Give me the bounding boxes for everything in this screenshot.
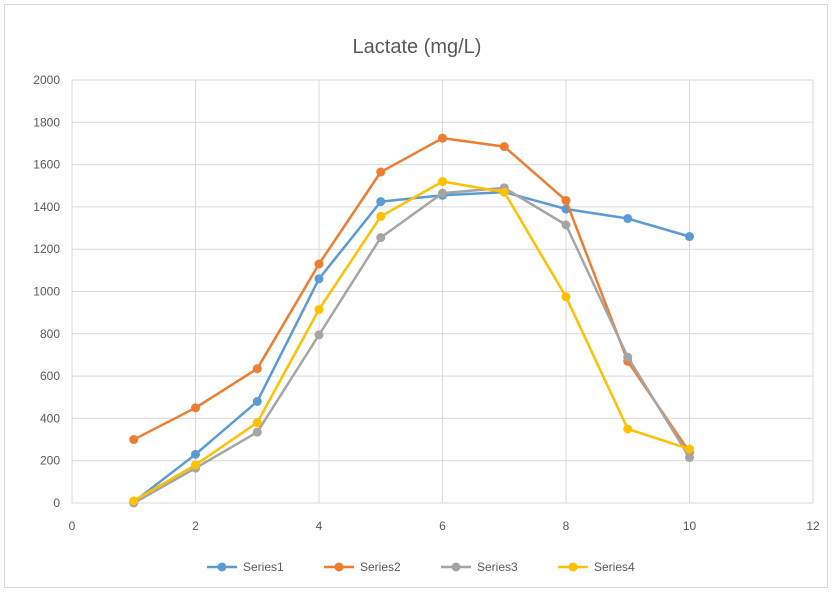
- x-tick-label: 2: [192, 519, 199, 533]
- chart-title: Lactate (mg/L): [353, 36, 482, 58]
- data-point: [623, 352, 633, 362]
- data-point: [129, 435, 139, 445]
- data-point: [314, 330, 324, 340]
- y-tick-label: 400: [40, 411, 60, 425]
- y-tick-label: 1600: [33, 158, 60, 172]
- series-line: [133, 136, 691, 453]
- data-point: [314, 274, 324, 284]
- legend-marker: [217, 562, 227, 572]
- y-tick-label: 800: [40, 327, 60, 341]
- axis-tick-labels: 0 200 400 600 800 1000 1200 1400 1600 1800 2000 0 2 4…: [33, 73, 820, 533]
- legend-label: Series2: [360, 560, 401, 574]
- data-point: [376, 167, 386, 177]
- data-point: [623, 214, 633, 224]
- data-point: [129, 496, 139, 506]
- y-tick-label: 600: [40, 369, 60, 383]
- legend-label: Series4: [594, 560, 635, 574]
- x-tick-label: 6: [439, 519, 446, 533]
- x-tick-label: 4: [316, 519, 323, 533]
- x-tick-label: 8: [563, 519, 570, 533]
- data-point: [438, 133, 447, 143]
- data-point: [252, 418, 262, 428]
- data-point: [252, 396, 262, 406]
- y-tick-label: 2000: [33, 73, 60, 87]
- data-point: [438, 188, 447, 198]
- chart-area: Lactate (mg/L) 0 200 400 600 800 1000 1200 1400…: [4, 4, 828, 588]
- data-point: [376, 211, 386, 221]
- data-point: [499, 142, 509, 152]
- series-2: [129, 133, 694, 457]
- series-3: [129, 183, 694, 508]
- series-line: [133, 180, 690, 502]
- data-point: [561, 292, 571, 302]
- legend-label: Series3: [477, 560, 518, 574]
- legend-item: Series4: [558, 560, 635, 574]
- data-point: [252, 364, 262, 374]
- y-tick-label: 1200: [33, 242, 60, 256]
- series-line: [133, 186, 691, 505]
- legend-marker: [334, 562, 344, 572]
- data-point: [191, 449, 200, 459]
- data-point: [561, 196, 571, 206]
- legend-label: Series1: [243, 560, 284, 574]
- data-point: [191, 460, 200, 470]
- data-point: [685, 444, 694, 454]
- data-point: [623, 424, 633, 434]
- data-point: [685, 453, 694, 463]
- data-point: [191, 403, 200, 413]
- y-tick-label: 1400: [33, 200, 60, 214]
- data-point: [376, 233, 386, 243]
- legend: Series1 Series2 Series3 Series4: [207, 560, 635, 574]
- data-point: [685, 232, 694, 242]
- y-tick-label: 0: [53, 496, 60, 510]
- legend-item: Series1: [207, 560, 284, 574]
- data-point: [314, 304, 324, 314]
- gridlines: [71, 79, 814, 504]
- legend-marker: [451, 562, 461, 572]
- data-point: [438, 177, 447, 187]
- series-group: [129, 133, 694, 508]
- y-tick-label: 1800: [33, 115, 60, 129]
- data-point: [499, 187, 509, 197]
- data-point: [376, 197, 386, 207]
- legend-item: Series3: [441, 560, 518, 574]
- x-tick-label: 12: [806, 519, 820, 533]
- data-point: [314, 259, 324, 269]
- data-point: [252, 427, 262, 437]
- y-tick-label: 1000: [33, 285, 60, 299]
- series-4: [129, 177, 694, 506]
- legend-marker: [568, 562, 578, 572]
- x-tick-label: 0: [69, 519, 76, 533]
- data-point: [561, 220, 571, 230]
- x-tick-label: 10: [683, 519, 697, 533]
- chart-svg: Lactate (mg/L) 0 200 400 600 800 1000 1200 1400…: [33, 36, 820, 574]
- legend-item: Series2: [324, 560, 401, 574]
- y-tick-label: 200: [40, 454, 60, 468]
